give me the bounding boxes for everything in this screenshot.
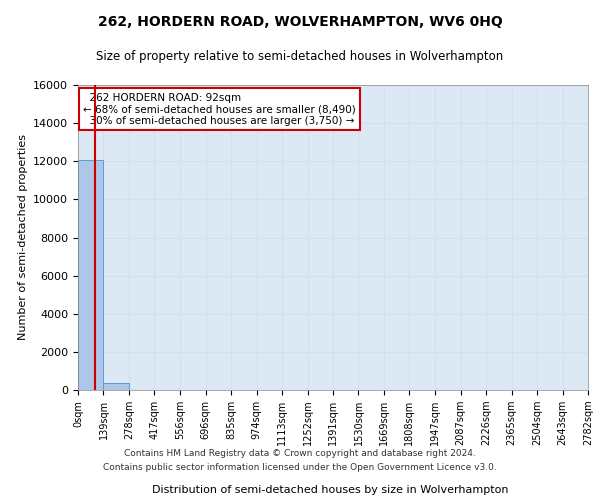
Text: Size of property relative to semi-detached houses in Wolverhampton: Size of property relative to semi-detach… — [97, 50, 503, 63]
Text: Contains public sector information licensed under the Open Government Licence v3: Contains public sector information licen… — [103, 464, 497, 472]
Y-axis label: Number of semi-detached properties: Number of semi-detached properties — [17, 134, 28, 340]
Text: 262 HORDERN ROAD: 92sqm
← 68% of semi-detached houses are smaller (8,490)
  30% : 262 HORDERN ROAD: 92sqm ← 68% of semi-de… — [83, 92, 356, 126]
Bar — [78, 160, 103, 390]
Text: Distribution of semi-detached houses by size in Wolverhampton: Distribution of semi-detached houses by … — [152, 485, 508, 495]
Text: 262, HORDERN ROAD, WOLVERHAMPTON, WV6 0HQ: 262, HORDERN ROAD, WOLVERHAMPTON, WV6 0H… — [98, 15, 502, 29]
Bar — [103, 382, 129, 390]
Text: Contains HM Land Registry data © Crown copyright and database right 2024.: Contains HM Land Registry data © Crown c… — [124, 448, 476, 458]
